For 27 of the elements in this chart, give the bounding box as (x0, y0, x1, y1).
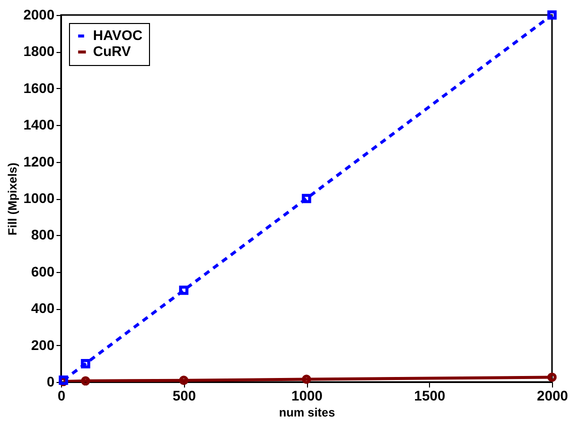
point (179, 286, 188, 295)
point (302, 194, 312, 204)
y-tick-label: 600 (31, 263, 55, 280)
y-tick-label: 1600 (23, 80, 55, 96)
legend-label: CuRV (93, 43, 132, 59)
y-tick-label: 400 (31, 300, 55, 316)
y-axis-title: Fill (Mpixels) (5, 162, 20, 236)
y-tick-label: 1000 (23, 190, 55, 206)
y-tick-label: 200 (31, 336, 55, 353)
point (80, 376, 90, 386)
y-tick-label: 1200 (23, 153, 55, 170)
x-axis-title: num sites (278, 406, 336, 420)
x-tick-label: 1000 (291, 388, 323, 404)
point (80, 358, 90, 368)
point (179, 376, 188, 386)
x-tick-label: 0 (58, 388, 66, 404)
y-tick-label: 800 (31, 226, 55, 243)
legend-label: HAVOC (93, 27, 143, 43)
x-tick-label: 2000 (536, 388, 568, 404)
point (547, 10, 557, 20)
x-tick-label: 500 (172, 388, 196, 404)
y-tick-label: 1800 (23, 43, 55, 60)
y-tick-label: 1400 (23, 116, 55, 133)
x-tick-label: 1500 (414, 388, 446, 404)
y-tick-label: 2000 (23, 6, 55, 22)
point (302, 374, 312, 384)
y-tick-label: 0 (46, 374, 55, 390)
